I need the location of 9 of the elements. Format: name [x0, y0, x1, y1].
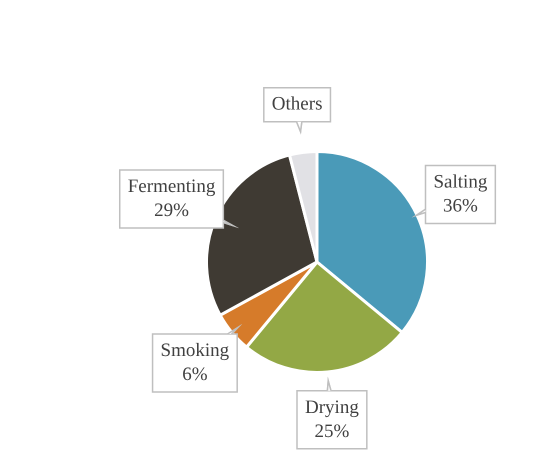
slice-label: Others [272, 94, 322, 115]
data-label: 29% [154, 200, 190, 222]
data-label: 36% [443, 196, 478, 216]
slice-label: Smoking [160, 340, 230, 362]
slice-label: Drying [305, 396, 360, 418]
data-label: 25% [314, 420, 350, 442]
slice-label: Salting [433, 172, 488, 192]
data-label: 6% [182, 364, 208, 386]
slice-label: Fermenting [128, 176, 216, 198]
